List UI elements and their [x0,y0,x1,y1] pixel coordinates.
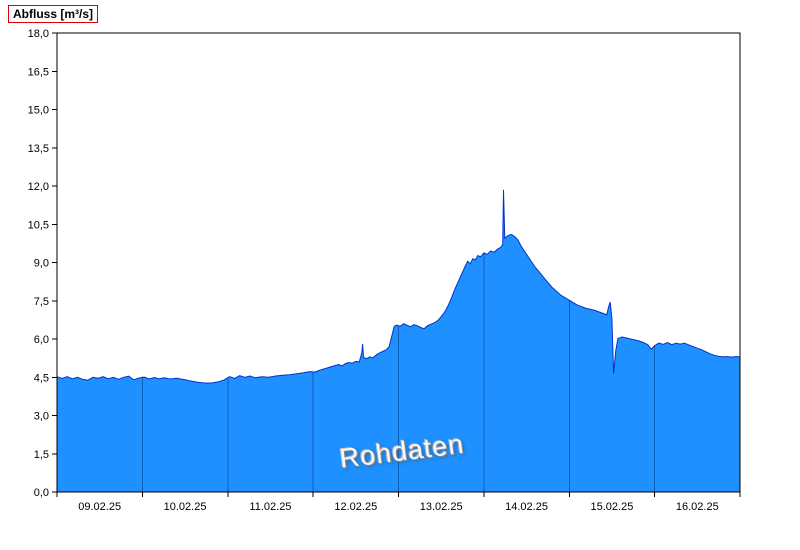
x-tick-label: 12.02.25 [334,501,377,513]
axis-ticks [52,32,741,497]
y-tick-label: 15,0 [28,105,49,117]
series-line [56,189,741,384]
x-tick-label: 11.02.25 [249,501,291,513]
y-tick-label: 12,0 [28,181,49,193]
y-tick-label: 10,5 [28,219,49,231]
y-tick-label: 16,5 [28,66,49,78]
y-axis-labels: 0,0 1,5 3,0 4,5 6,0 7,5 9,0 10,5 12,0 13,5 15,0 16,… [28,28,49,499]
y-tick-label: 0,0 [34,487,49,499]
x-tick-label: 13.02.25 [420,501,463,513]
x-tick-label: 14.02.25 [505,501,548,513]
x-tick-label: 10.02.25 [164,501,207,513]
y-tick-label: 3,0 [34,411,49,423]
x-axis-labels: 09.02.25 10.02.25 11.02.25 12.02.25 13.02.25… [78,501,718,513]
y-tick-label: 7,5 [34,296,49,308]
y-tick-label: 1,5 [34,449,49,461]
y-tick-label: 13,5 [28,143,49,155]
chart-title: Abfluss [m³/s] [8,5,99,23]
y-tick-label: 9,0 [34,258,49,270]
y-tick-label: 6,0 [34,334,49,346]
x-tick-label: 09.02.25 [78,501,121,513]
x-tick-label: 16.02.25 [676,501,719,513]
x-tick-label: 15.02.25 [591,501,634,513]
y-tick-label: 4,5 [34,372,49,384]
y-tick-label: 18,0 [28,28,49,40]
